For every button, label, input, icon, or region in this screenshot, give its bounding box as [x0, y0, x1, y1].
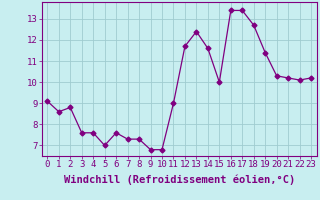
X-axis label: Windchill (Refroidissement éolien,°C): Windchill (Refroidissement éolien,°C)	[64, 175, 295, 185]
